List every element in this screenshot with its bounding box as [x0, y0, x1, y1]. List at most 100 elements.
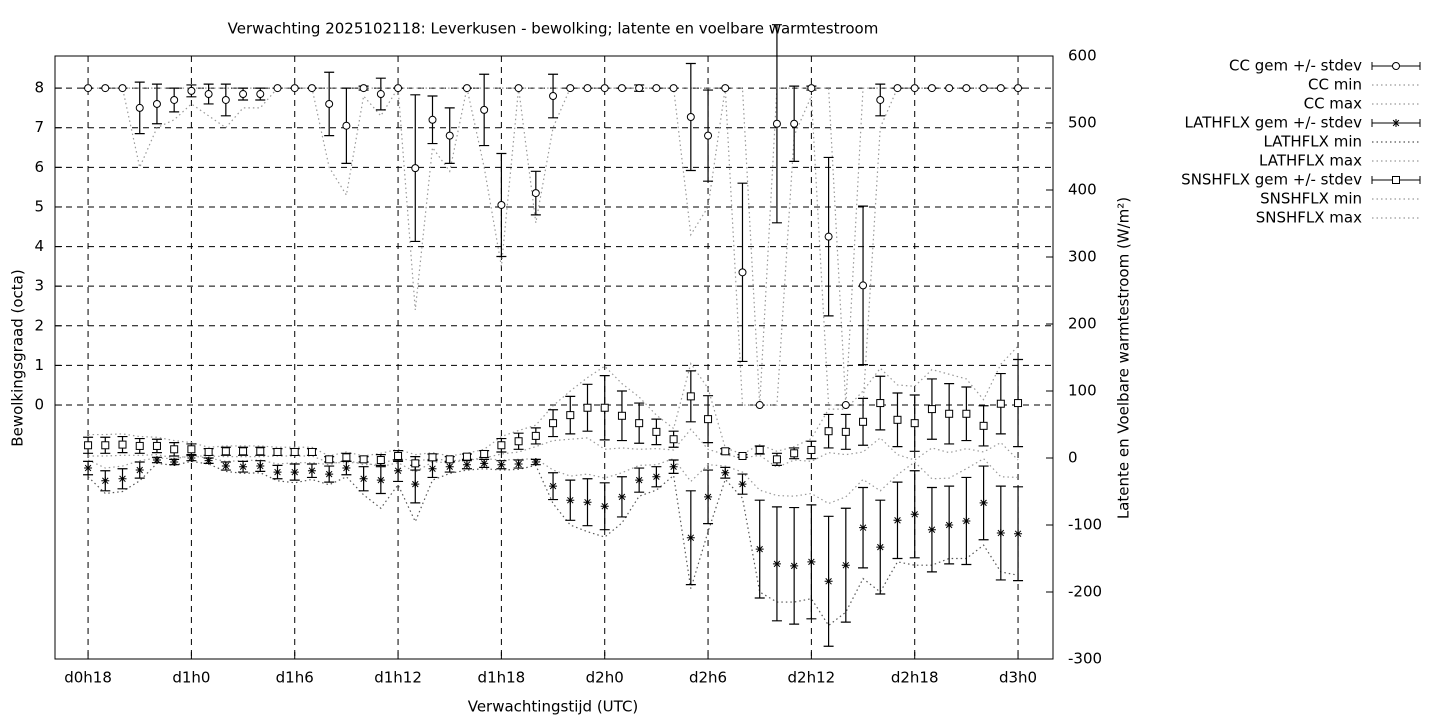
marker — [462, 460, 471, 469]
legend-label: LATHFLX min — [1263, 133, 1362, 151]
legend-label: LATHFLX gem +/- stdev — [1184, 114, 1362, 132]
marker — [617, 411, 626, 420]
y-axis-label: Bewolkingsgraad (octa) — [9, 269, 27, 446]
marker — [118, 474, 127, 483]
marker — [256, 462, 265, 471]
x-tick-label: d1h12 — [374, 669, 422, 687]
marker — [152, 456, 161, 465]
marker — [221, 95, 230, 104]
y-tick-label: 6 — [34, 158, 44, 176]
legend-label: CC max — [1304, 95, 1363, 113]
marker — [445, 455, 454, 464]
marker — [566, 411, 575, 420]
x-tick-label: d1h0 — [172, 669, 210, 687]
marker — [738, 451, 747, 460]
marker — [290, 447, 299, 456]
x-tick-label: d1h18 — [478, 669, 526, 687]
marker — [221, 462, 230, 471]
legend-label: SNSHFLX min — [1260, 190, 1362, 208]
marker — [376, 456, 385, 465]
marker — [807, 557, 816, 566]
y2-axis-label: Latente en Voelbare warmtestroom (W/m²) — [1115, 197, 1133, 519]
marker — [101, 476, 110, 485]
marker — [1014, 399, 1023, 408]
x-tick-label: d2h0 — [586, 669, 624, 687]
marker — [910, 419, 919, 428]
y-tick-label: 8 — [34, 79, 44, 97]
marker — [772, 119, 781, 128]
y2-tick-label: 100 — [1068, 382, 1097, 400]
marker — [755, 545, 764, 554]
marker — [101, 441, 110, 450]
marker — [411, 164, 420, 173]
marker — [979, 84, 988, 93]
marker — [307, 447, 316, 456]
marker — [979, 498, 988, 507]
marker — [635, 419, 644, 428]
y-tick-label: 2 — [34, 316, 44, 334]
legend-label: CC gem +/- stdev — [1229, 57, 1362, 75]
marker — [204, 456, 213, 465]
x-tick-label: d2h6 — [689, 669, 727, 687]
marker — [187, 445, 196, 454]
y2-tick-label: 400 — [1068, 181, 1097, 199]
legend-label: CC min — [1308, 76, 1362, 94]
marker — [635, 84, 644, 93]
marker — [772, 455, 781, 464]
marker — [600, 84, 609, 93]
marker — [1014, 529, 1023, 538]
marker — [927, 525, 936, 534]
marker — [962, 84, 971, 93]
marker — [118, 84, 127, 93]
marker — [480, 459, 489, 468]
marker — [273, 468, 282, 477]
marker — [307, 84, 316, 93]
marker — [841, 401, 850, 410]
marker — [342, 121, 351, 130]
marker — [652, 427, 661, 436]
marker — [962, 409, 971, 418]
marker — [755, 401, 764, 410]
marker — [497, 460, 506, 469]
marker — [841, 427, 850, 436]
x-tick-label: d0h18 — [64, 669, 112, 687]
marker — [531, 189, 540, 198]
marker — [290, 84, 299, 93]
marker — [170, 445, 179, 454]
marker — [221, 447, 230, 456]
marker — [411, 480, 420, 489]
marker — [135, 441, 144, 450]
marker — [652, 472, 661, 481]
marker — [118, 440, 127, 449]
marker — [996, 399, 1005, 408]
marker — [790, 561, 799, 570]
marker — [497, 200, 506, 209]
marker — [187, 86, 196, 95]
marker — [290, 468, 299, 477]
marker — [859, 281, 868, 290]
marker — [617, 84, 626, 93]
x-tick-label: d2h18 — [891, 669, 939, 687]
marker — [669, 462, 678, 471]
y-tick-label: 5 — [34, 197, 44, 215]
marker — [359, 474, 368, 483]
marker — [445, 131, 454, 140]
marker — [152, 441, 161, 450]
marker — [1014, 84, 1023, 93]
marker — [669, 84, 678, 93]
marker — [600, 502, 609, 511]
x-tick-label: d1h6 — [276, 669, 314, 687]
marker — [669, 435, 678, 444]
marker — [531, 431, 540, 440]
min-max-line — [87, 460, 1019, 627]
marker — [824, 577, 833, 586]
marker — [996, 84, 1005, 93]
marker — [1392, 62, 1400, 70]
marker — [721, 468, 730, 477]
marker — [583, 403, 592, 412]
marker — [755, 445, 764, 454]
marker — [135, 466, 144, 475]
y-tick-label: 1 — [34, 356, 44, 374]
marker — [187, 454, 196, 462]
